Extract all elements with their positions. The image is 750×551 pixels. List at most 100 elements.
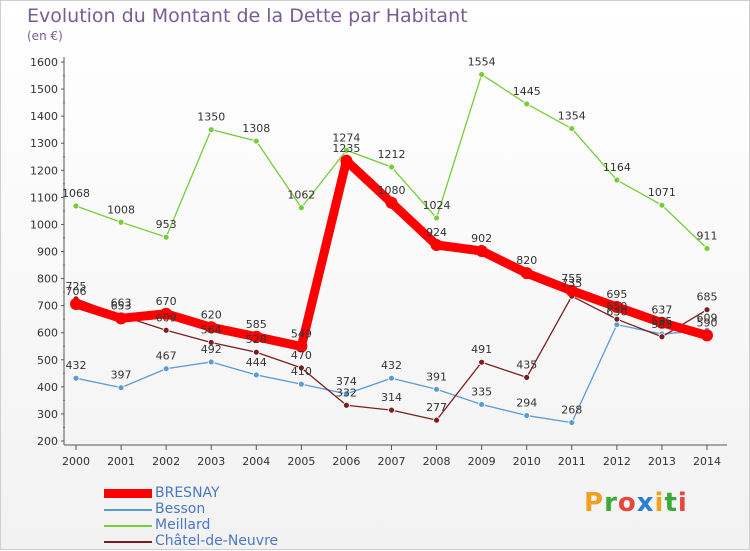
x-tick-label: 2009 — [468, 455, 496, 468]
data-label-bresnay: 653 — [111, 299, 132, 312]
data-label-besson: 492 — [201, 343, 222, 356]
data-label-bresnay: 590 — [697, 316, 718, 329]
x-tick-label: 2007 — [378, 455, 406, 468]
x-tick-label: 2010 — [513, 455, 541, 468]
data-point-ch-tel-de-neuvre — [343, 401, 350, 409]
data-label-meillard: 1212 — [378, 148, 406, 161]
data-point-meillard — [568, 125, 576, 132]
legend-label-meillard: Meillard — [155, 517, 211, 533]
data-point-meillard — [252, 137, 260, 145]
data-point-besson — [207, 358, 215, 366]
data-point-bresnay — [520, 267, 533, 280]
data-label-meillard: 953 — [156, 218, 177, 231]
data-label-ch-tel-de-neuvre: 663 — [111, 297, 132, 310]
data-point-bresnay — [655, 316, 668, 329]
proxiti-logo: Proxiti — [584, 488, 688, 518]
data-point-meillard — [117, 218, 125, 226]
data-label-meillard: 1554 — [468, 55, 496, 68]
data-label-besson: 432 — [66, 359, 87, 372]
data-point-bresnay — [205, 321, 218, 334]
data-label-besson: 374 — [336, 375, 357, 388]
data-label-besson: 595 — [651, 315, 672, 328]
data-label-ch-tel-de-neuvre: 314 — [381, 391, 402, 404]
data-point-ch-tel-de-neuvre — [613, 315, 621, 323]
legend-swatch-besson — [104, 509, 152, 511]
logo-letter: i — [677, 488, 688, 518]
data-point-meillard — [658, 201, 666, 209]
data-label-meillard: 1350 — [197, 111, 225, 124]
data-label-meillard: 1071 — [648, 186, 676, 199]
data-point-bresnay — [70, 298, 82, 311]
data-label-besson: 410 — [291, 365, 312, 378]
x-tick-label: 2011 — [558, 455, 586, 468]
data-label-meillard: 1068 — [62, 187, 90, 200]
data-point-bresnay — [250, 330, 263, 343]
data-point-meillard — [343, 146, 350, 154]
legend-label-bresnay: BRESNAY — [155, 485, 220, 501]
data-label-ch-tel-de-neuvre: 564 — [201, 323, 222, 336]
y-tick-label: 800 — [37, 273, 58, 286]
y-tick-label: 1500 — [30, 83, 58, 96]
data-label-bresnay: 670 — [156, 295, 177, 308]
x-tick-label: 2001 — [107, 455, 135, 468]
data-point-besson — [343, 390, 350, 398]
data-point-besson — [162, 365, 170, 373]
y-tick-label: 700 — [37, 300, 58, 313]
data-label-ch-tel-de-neuvre: 650 — [606, 300, 627, 313]
y-tick-label: 900 — [37, 246, 58, 259]
data-label-meillard: 911 — [697, 230, 718, 243]
data-label-bresnay: 1080 — [378, 184, 406, 197]
data-label-bresnay: 924 — [426, 226, 447, 239]
data-point-bresnay — [385, 196, 398, 209]
data-label-ch-tel-de-neuvre: 491 — [471, 343, 492, 356]
logo-letter: r — [604, 488, 618, 518]
y-tick-label: 1200 — [30, 164, 58, 177]
data-point-bresnay — [475, 244, 488, 257]
data-label-meillard: 1008 — [107, 203, 135, 216]
data-label-bresnay: 706 — [66, 285, 87, 298]
logo-letter: P — [584, 488, 605, 518]
x-tick-label: 2013 — [648, 455, 676, 468]
data-label-bresnay: 695 — [606, 288, 627, 301]
x-tick-label: 2014 — [693, 455, 721, 468]
y-tick-label: 200 — [37, 435, 58, 448]
data-label-meillard: 1164 — [603, 161, 631, 174]
data-label-bresnay: 620 — [201, 308, 222, 321]
data-point-meillard — [207, 126, 215, 134]
x-tick-label: 2008 — [423, 455, 451, 468]
y-tick-label: 1000 — [30, 218, 58, 231]
data-label-meillard: 1274 — [332, 131, 360, 144]
data-point-besson — [297, 380, 305, 388]
data-label-bresnay: 637 — [651, 304, 672, 317]
data-label-besson: 444 — [246, 356, 267, 369]
data-label-besson: 335 — [471, 385, 492, 398]
data-label-meillard: 1024 — [423, 199, 451, 212]
data-point-besson — [478, 401, 486, 408]
data-label-ch-tel-de-neuvre: 435 — [516, 358, 537, 371]
data-point-meillard — [162, 233, 170, 241]
data-label-ch-tel-de-neuvre: 332 — [336, 386, 357, 399]
data-point-bresnay — [610, 300, 623, 313]
data-point-ch-tel-de-neuvre — [162, 326, 170, 334]
data-point-ch-tel-de-neuvre — [388, 406, 395, 414]
y-tick-label: 300 — [37, 408, 58, 421]
logo-letter: i — [654, 488, 665, 518]
legend-label-besson: Besson — [155, 501, 206, 517]
data-point-besson — [433, 385, 440, 393]
x-tick-label: 2003 — [197, 455, 225, 468]
data-label-besson: 467 — [156, 350, 177, 363]
data-point-ch-tel-de-neuvre — [523, 373, 531, 381]
x-tick-label: 2006 — [332, 455, 360, 468]
y-tick-label: 1600 — [30, 56, 58, 69]
data-label-besson: 609 — [697, 311, 718, 324]
data-point-besson — [117, 384, 125, 392]
data-point-ch-tel-de-neuvre — [703, 306, 711, 314]
data-point-bresnay — [160, 307, 173, 320]
data-point-bresnay — [295, 340, 308, 353]
data-point-meillard — [433, 214, 440, 222]
logo-letter: x — [636, 488, 655, 518]
y-tick-label: 400 — [37, 381, 58, 394]
data-point-meillard — [703, 245, 711, 252]
